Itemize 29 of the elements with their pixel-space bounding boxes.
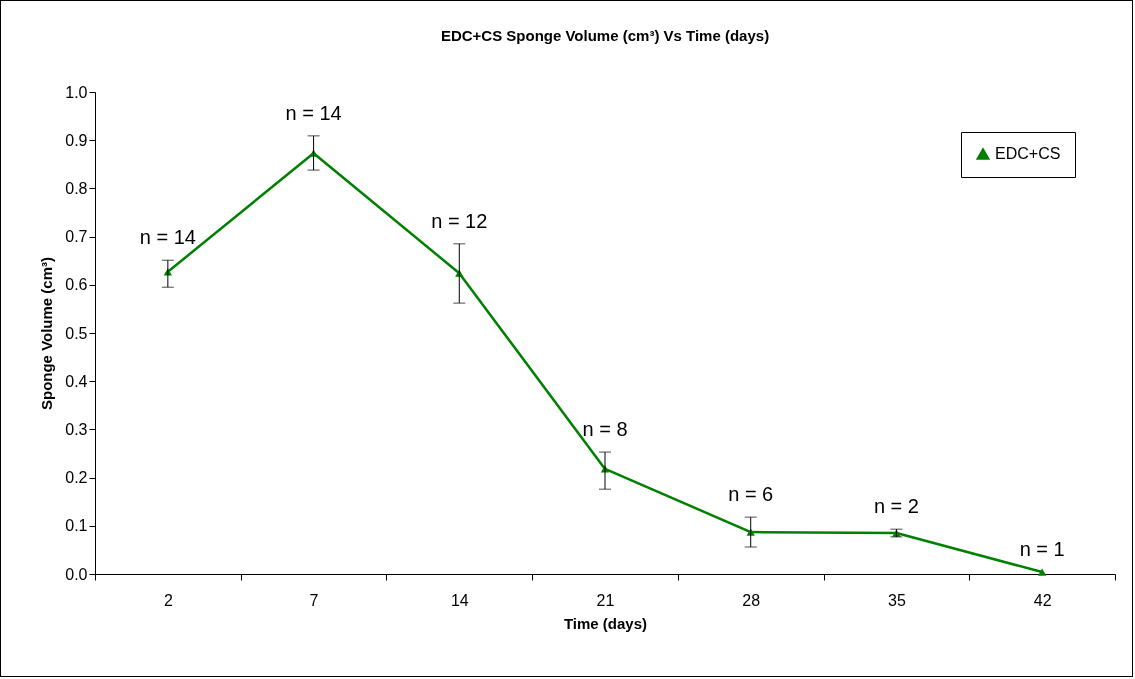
x-tick-label: 28 (742, 591, 761, 609)
y-axis-title: Sponge Volume (cm³) (38, 256, 56, 411)
x-tick-label: 21 (596, 591, 615, 609)
y-tick-label: 0.8 (65, 179, 88, 197)
annotation: n = 14 (139, 226, 196, 249)
y-tick-label: 0.2 (65, 469, 88, 487)
annotation: n = 6 (728, 483, 774, 506)
y-tick-label: 1.0 (65, 83, 88, 101)
annotation: n = 1 (1019, 538, 1065, 561)
y-tick-label: 0.0 (65, 565, 88, 583)
x-tick-label: 42 (1033, 591, 1052, 609)
annotation: n = 12 (431, 209, 488, 232)
legend-label: EDC+CS (995, 145, 1061, 162)
y-tick-label: 0.1 (65, 517, 88, 535)
x-tick-label: 14 (450, 591, 469, 609)
y-tick-label: 0.3 (65, 420, 88, 438)
y-tick-label: 0.7 (65, 228, 88, 246)
chart-title: EDC+CS Sponge Volume (cm³) Vs Time (days) (440, 27, 770, 44)
y-tick-label: 0.5 (65, 324, 88, 342)
annotation: n = 8 (582, 418, 628, 441)
x-axis-title: Time (days) (563, 614, 648, 632)
x-tick-label: 2 (163, 591, 173, 609)
x-tick-label: 7 (309, 591, 319, 609)
y-tick-label: 0.9 (65, 131, 88, 149)
annotation: n = 14 (285, 101, 342, 124)
annotation: n = 2 (873, 495, 919, 518)
y-tick-label: 0.4 (65, 372, 88, 390)
y-tick-label: 0.6 (65, 276, 88, 294)
x-tick-label: 35 (888, 591, 906, 609)
